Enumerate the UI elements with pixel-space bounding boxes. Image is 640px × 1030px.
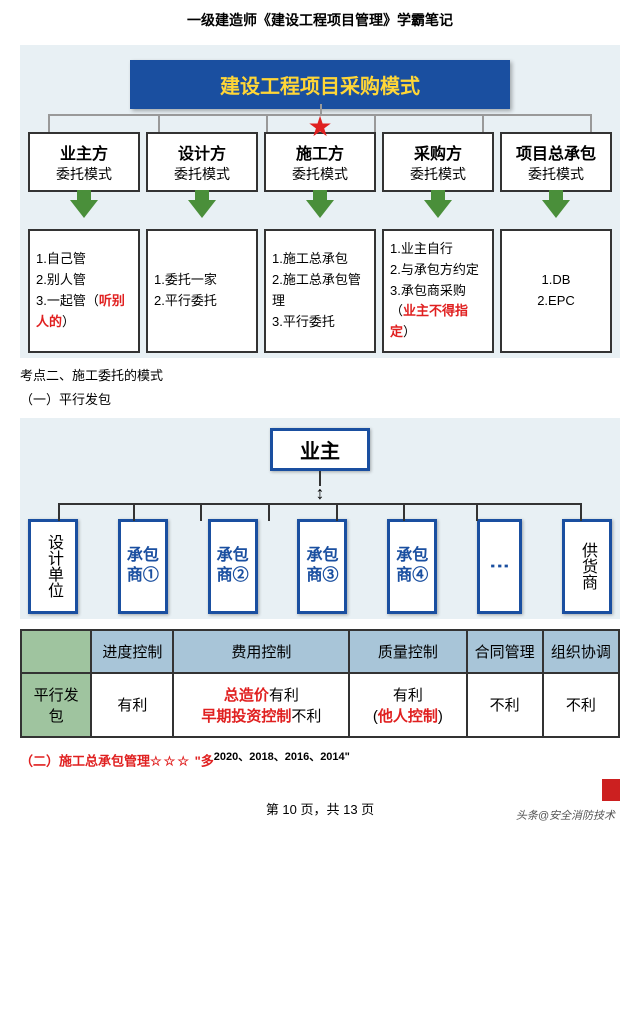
arrow-down-icon: [188, 200, 216, 218]
owner-diagram: 业主 ↕ 设计单位 承包商① 承包商② 承包商③ 承包商④ ⋮ 供货商: [20, 418, 620, 619]
col-quality: 质量控制: [349, 630, 466, 673]
page-header: 一级建造师《建设工程项目管理》学霸笔记: [20, 10, 620, 30]
design-unit-box: 设计单位: [28, 519, 78, 614]
red-marker-icon: [602, 779, 620, 801]
comparison-table: 进度控制 费用控制 质量控制 合同管理 组织协调 平行发包 有利 总造价有利 早…: [20, 629, 620, 738]
col-org: 组织协调: [543, 630, 619, 673]
contractor-4: 承包商④: [387, 519, 437, 614]
detail-general: 1.DB 2.EPC: [500, 229, 612, 353]
detail-owner: 1.自己管 2.别人管 3.一起管（听别人的）: [28, 229, 140, 353]
more-dots-icon: ⋮: [477, 519, 522, 614]
cell-org: 不利: [543, 673, 619, 737]
cell-schedule: 有利: [91, 673, 173, 737]
owner-box: 业主: [270, 428, 370, 471]
detail-construction: 1.施工总承包 2.施工总承包管理 3.平行委托: [264, 229, 376, 353]
exam-point-label: 考点二、施工委托的模式: [20, 366, 620, 386]
diagram1-title: 建设工程项目采购模式: [130, 60, 510, 109]
detail-design: 1.委托一家 2.平行委托: [146, 229, 258, 353]
section-2-label: （二）施工总承包管理☆☆☆ "多2020、2018、2016、2014": [20, 748, 620, 769]
watermark: 头条@安全消防技术: [516, 807, 615, 823]
cell-quality: 有利 (他人控制): [349, 673, 466, 737]
mode-design: 设计方委托模式: [146, 132, 258, 192]
cell-contract: 不利: [467, 673, 543, 737]
contractor-1: 承包商①: [118, 519, 168, 614]
mode-owner: 业主方委托模式: [28, 132, 140, 192]
detail-procurement: 1.业主自行 2.与承包方约定 3.承包商采购（业主不得指定）: [382, 229, 494, 353]
procurement-diagram: 建设工程项目采购模式 ★ 业主方委托模式 设计方委托模式 施工方委托模式 采购方…: [20, 45, 620, 358]
page-footer: 第 10 页，共 13 页 头条@安全消防技术: [20, 799, 620, 818]
double-arrow-icon: ↕: [28, 486, 612, 500]
contractor-2: 承包商②: [208, 519, 258, 614]
bracket-connector-2: [58, 503, 582, 521]
supplier-box: 供货商: [562, 519, 612, 614]
star-icon: ★: [307, 110, 332, 143]
arrow-down-icon: [542, 200, 570, 218]
mode-general: 项目总承包委托模式: [500, 132, 612, 192]
col-schedule: 进度控制: [91, 630, 173, 673]
mode-procurement: 采购方委托模式: [382, 132, 494, 192]
arrow-down-icon: [70, 200, 98, 218]
arrow-down-icon: [306, 200, 334, 218]
section-1-label: （一）平行发包: [20, 390, 620, 410]
cell-cost: 总造价有利 早期投资控制不利: [173, 673, 349, 737]
col-contract: 合同管理: [467, 630, 543, 673]
arrow-down-icon: [424, 200, 452, 218]
contractor-3: 承包商③: [297, 519, 347, 614]
col-cost: 费用控制: [173, 630, 349, 673]
row-parallel: 平行发包: [21, 673, 91, 737]
